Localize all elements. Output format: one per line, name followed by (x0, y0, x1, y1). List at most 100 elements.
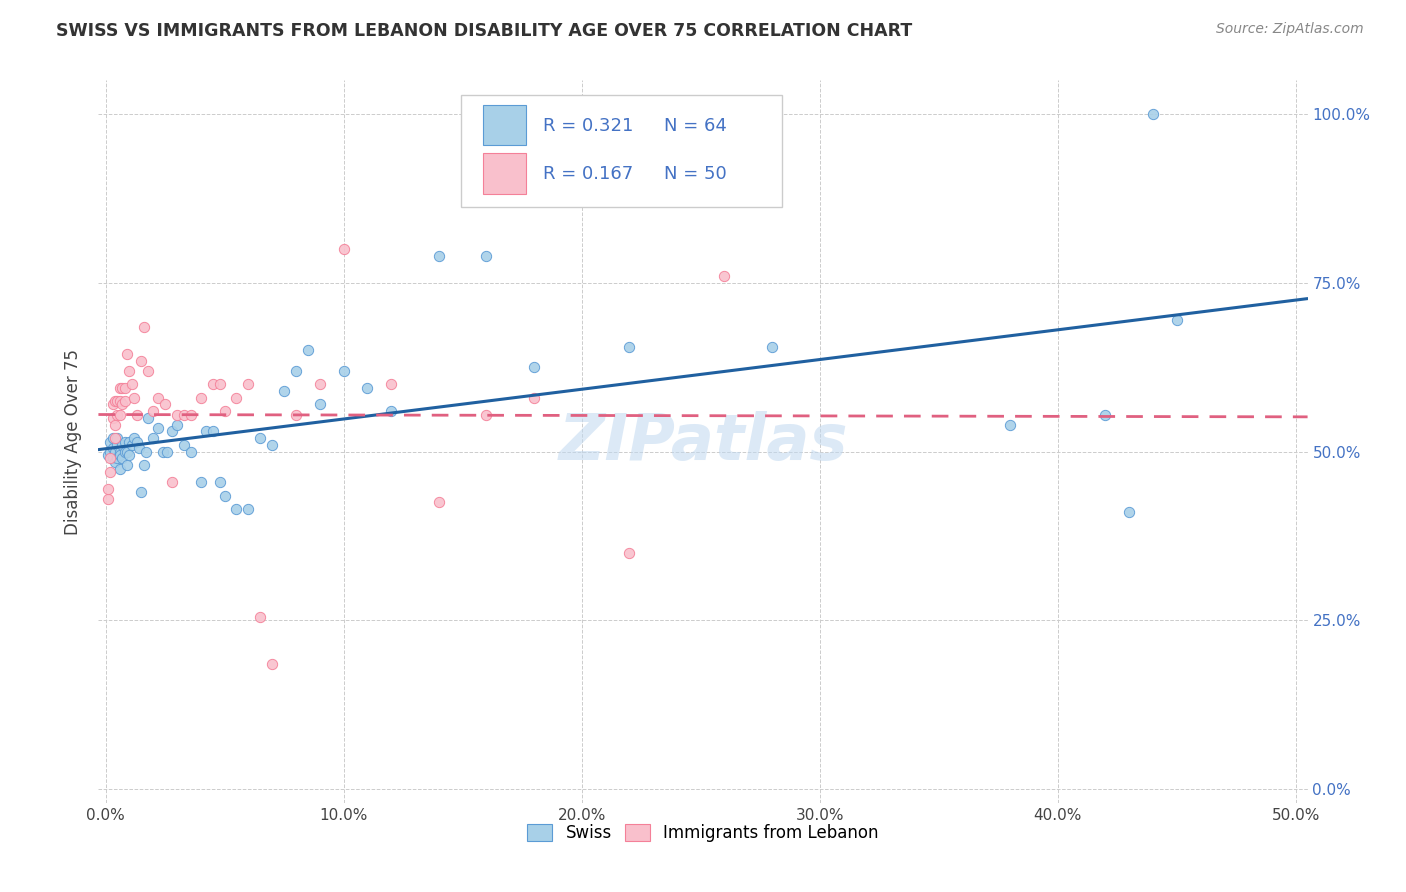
Point (108, 448, 131, 462)
Point (152, 444, 174, 458)
Point (111, 438, 134, 452)
Point (166, 408, 188, 422)
FancyBboxPatch shape (461, 95, 782, 207)
Point (114, 380, 136, 394)
Point (273, 384, 295, 398)
Point (238, 502, 260, 516)
Point (114, 434, 136, 449)
Point (249, 431, 271, 445)
Point (138, 411, 160, 425)
Point (121, 377, 143, 392)
Point (107, 451, 129, 466)
Point (332, 364, 354, 378)
Point (101, 431, 124, 445)
Point (214, 489, 236, 503)
Point (98, 465, 121, 479)
Point (115, 458, 138, 472)
Point (115, 347, 138, 361)
FancyBboxPatch shape (482, 153, 526, 194)
Text: ZIPatlas: ZIPatlas (558, 410, 848, 473)
Point (160, 475, 183, 489)
Point (194, 425, 217, 439)
Point (111, 380, 134, 394)
Point (125, 434, 148, 449)
Point (180, 444, 202, 458)
Point (97, 482, 120, 496)
Point (98, 451, 121, 466)
Point (107, 408, 129, 422)
Point (761, 340, 783, 354)
Text: N = 50: N = 50 (664, 165, 727, 183)
FancyBboxPatch shape (482, 105, 526, 145)
Text: N = 64: N = 64 (664, 117, 727, 135)
Point (285, 364, 308, 378)
Point (1142, 107, 1164, 121)
Point (118, 448, 141, 462)
Point (308, 377, 330, 392)
Point (332, 242, 354, 256)
Point (118, 434, 141, 449)
Point (132, 319, 155, 334)
Point (160, 425, 183, 439)
Point (138, 364, 160, 378)
Point (1094, 408, 1116, 422)
Point (104, 417, 127, 432)
Point (114, 444, 136, 458)
Point (122, 391, 145, 405)
Point (190, 475, 212, 489)
Point (249, 610, 271, 624)
Point (129, 353, 152, 368)
Point (427, 495, 450, 509)
Point (308, 397, 330, 411)
Point (101, 397, 124, 411)
Point (104, 444, 127, 458)
Text: R = 0.321: R = 0.321 (543, 117, 634, 135)
Legend: Swiss, Immigrants from Lebanon: Swiss, Immigrants from Lebanon (520, 817, 886, 848)
Point (475, 408, 498, 422)
Point (129, 485, 152, 500)
Point (98, 444, 121, 458)
Point (115, 444, 138, 458)
Point (297, 343, 319, 358)
Text: R = 0.167: R = 0.167 (543, 165, 634, 183)
Point (107, 394, 129, 409)
Point (475, 249, 498, 263)
Point (262, 438, 284, 452)
Point (225, 502, 247, 516)
Point (208, 377, 231, 392)
Point (190, 391, 212, 405)
Point (173, 438, 195, 452)
Point (380, 404, 402, 418)
Point (121, 438, 143, 452)
Point (108, 444, 131, 458)
Point (523, 391, 546, 405)
Point (998, 417, 1021, 432)
Point (180, 408, 202, 422)
Point (619, 546, 641, 560)
Text: SWISS VS IMMIGRANTS FROM LEBANON DISABILITY AGE OVER 75 CORRELATION CHART: SWISS VS IMMIGRANTS FROM LEBANON DISABIL… (56, 22, 912, 40)
Point (97, 491, 120, 506)
Point (142, 431, 165, 445)
Point (201, 425, 224, 439)
Point (262, 657, 284, 672)
Y-axis label: Disability Age Over 75: Disability Age Over 75 (65, 349, 83, 534)
Point (101, 442, 124, 456)
Point (125, 408, 148, 422)
Point (173, 408, 195, 422)
Point (97, 448, 120, 462)
Point (111, 397, 134, 411)
Point (108, 394, 131, 409)
Point (122, 431, 145, 445)
Point (153, 397, 176, 411)
Point (108, 408, 131, 422)
Point (98, 434, 121, 449)
Point (1166, 313, 1188, 327)
Point (108, 380, 131, 394)
Point (238, 377, 260, 392)
Text: Source: ZipAtlas.com: Source: ZipAtlas.com (1216, 22, 1364, 37)
Point (104, 431, 127, 445)
Point (142, 404, 165, 418)
Point (201, 377, 224, 392)
Point (135, 444, 157, 458)
Point (107, 431, 129, 445)
